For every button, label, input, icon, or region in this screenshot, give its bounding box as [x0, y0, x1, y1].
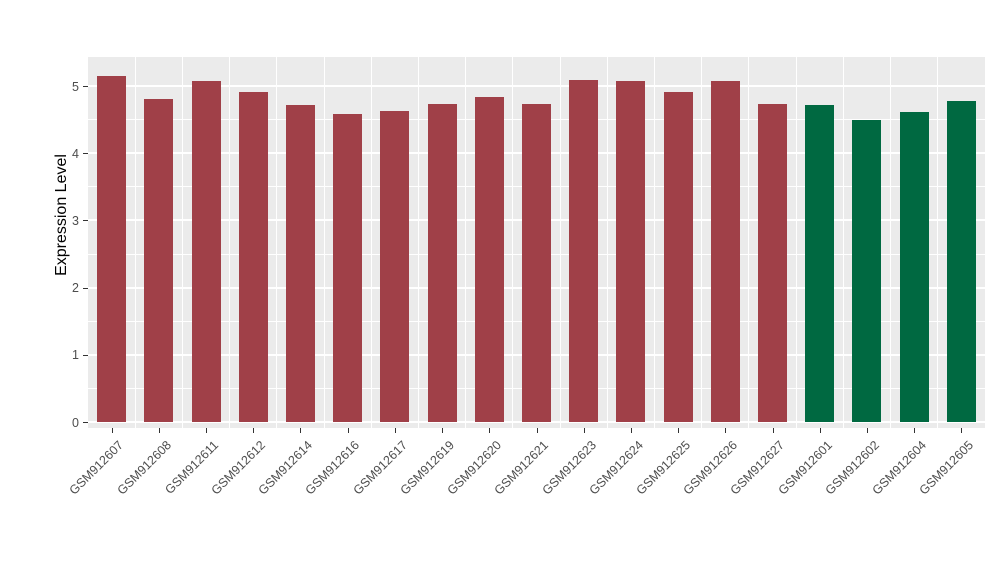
- bar-GSM912614: [286, 105, 315, 422]
- vertical-gridline: [370, 57, 372, 428]
- x-tick-mark: [394, 428, 396, 433]
- x-tick-mark: [158, 428, 160, 433]
- bar-GSM912621: [522, 104, 551, 422]
- vertical-gridline: [512, 57, 514, 428]
- vertical-gridline: [937, 57, 939, 428]
- bar-GSM912617: [380, 111, 409, 422]
- x-tick-mark: [111, 428, 113, 433]
- vertical-gridline: [890, 57, 892, 428]
- vertical-gridline: [417, 57, 419, 428]
- y-tick-label: 3: [72, 213, 79, 228]
- bar-GSM912626: [711, 81, 740, 422]
- vertical-gridline: [229, 57, 231, 428]
- bar-GSM912625: [664, 92, 693, 422]
- x-tick-mark: [253, 428, 255, 433]
- x-tick-mark: [300, 428, 302, 433]
- vertical-gridline: [606, 57, 608, 428]
- vertical-gridline: [276, 57, 278, 428]
- vertical-gridline: [559, 57, 561, 428]
- vertical-gridline: [842, 57, 844, 428]
- y-tick-mark: [83, 422, 88, 423]
- vertical-gridline: [181, 57, 183, 428]
- x-tick-mark: [819, 428, 821, 433]
- bar-GSM912619: [428, 104, 457, 422]
- bar-GSM912604: [900, 112, 929, 422]
- x-tick-mark: [442, 428, 444, 433]
- bar-GSM912605: [947, 101, 976, 422]
- bar-GSM912611: [192, 81, 221, 422]
- vertical-gridline: [748, 57, 750, 428]
- bar-GSM912624: [616, 81, 645, 422]
- bar-GSM912612: [239, 92, 268, 422]
- x-tick-mark: [536, 428, 538, 433]
- bar-GSM912608: [144, 99, 173, 422]
- bar-GSM912623: [569, 80, 598, 422]
- x-tick-mark: [347, 428, 349, 433]
- bar-GSM912620: [475, 97, 504, 422]
- bar-GSM912616: [333, 114, 362, 422]
- x-tick-mark: [489, 428, 491, 433]
- y-tick-label: 5: [72, 79, 79, 94]
- x-tick-mark: [914, 428, 916, 433]
- y-tick-mark: [83, 153, 88, 155]
- y-tick-label: 4: [72, 146, 79, 161]
- x-tick-mark: [630, 428, 632, 433]
- y-tick-mark: [83, 354, 88, 356]
- major-gridline: [88, 421, 985, 423]
- x-tick-mark: [725, 428, 727, 433]
- bar-GSM912607: [97, 76, 126, 422]
- y-tick-mark: [83, 220, 88, 222]
- y-axis-title: Expression Level: [53, 153, 70, 276]
- vertical-gridline: [465, 57, 467, 428]
- bar-GSM912627: [758, 104, 787, 422]
- y-tick-mark: [83, 86, 88, 87]
- y-tick-label: 0: [72, 415, 79, 430]
- bar-GSM912602: [852, 120, 881, 422]
- vertical-gridline: [654, 57, 656, 428]
- x-tick-mark: [961, 428, 963, 433]
- y-tick-label: 1: [72, 348, 79, 363]
- x-tick-mark: [772, 428, 774, 433]
- major-gridline: [88, 85, 985, 87]
- vertical-gridline: [701, 57, 703, 428]
- y-tick-label: 2: [72, 281, 79, 296]
- vertical-gridline: [323, 57, 325, 428]
- y-tick-mark: [83, 287, 88, 289]
- x-tick-mark: [206, 428, 208, 433]
- vertical-gridline: [134, 57, 136, 428]
- x-tick-mark: [678, 428, 680, 433]
- x-tick-mark: [583, 428, 585, 433]
- vertical-gridline: [795, 57, 797, 428]
- bar-GSM912601: [805, 105, 834, 422]
- x-tick-mark: [866, 428, 868, 433]
